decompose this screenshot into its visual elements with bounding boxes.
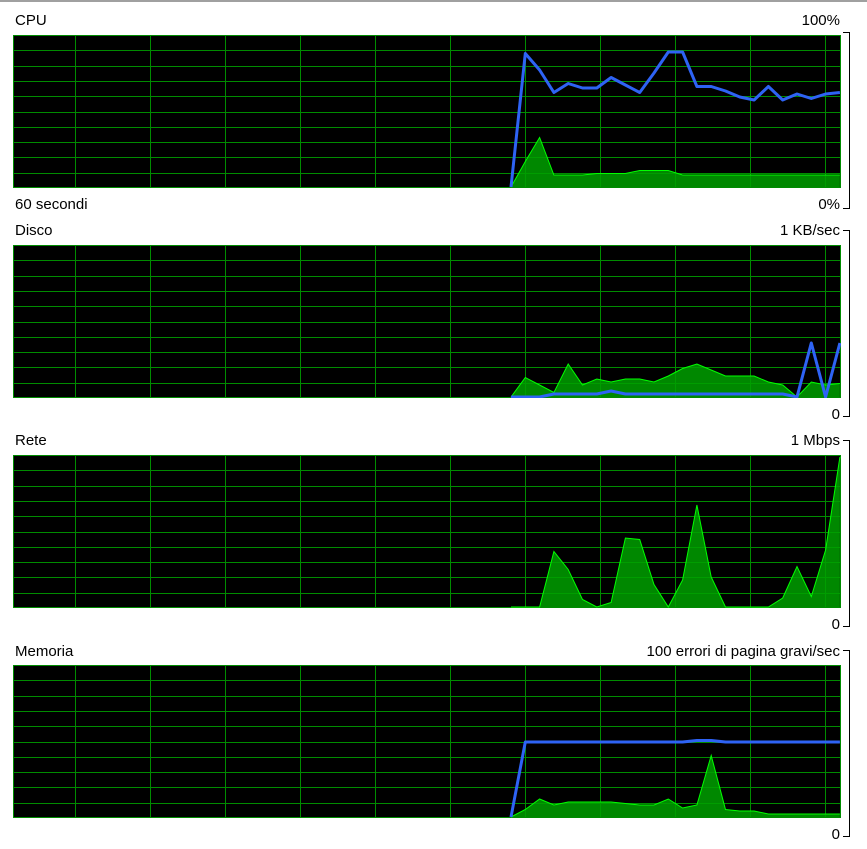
disk-active-time-series (511, 341, 841, 398)
memory-hard-faults-series-edge (510, 753, 840, 818)
disk-frame (13, 245, 841, 398)
cpu-chart-svg (13, 35, 841, 188)
disk-graph[interactable] (13, 245, 841, 398)
disk-chart-svg (13, 245, 841, 398)
network-max-label: 1 Mbps (790, 432, 840, 449)
memory-frame (13, 665, 841, 818)
cpu-graph[interactable] (13, 35, 841, 188)
memory-scale-bracket (843, 650, 850, 837)
memory-used-series (509, 739, 840, 818)
cpu-time-label: 60 secondi (15, 196, 88, 213)
memory-graph[interactable] (13, 665, 841, 818)
cpu-kernel-series-edge (510, 136, 840, 188)
network-title: Rete (15, 432, 47, 449)
disk-max-label: 1 KB/sec (779, 222, 840, 239)
network-scale-bracket (843, 440, 850, 627)
cpu-kernel-series-fill (511, 137, 840, 187)
disk-scale-bracket (843, 230, 850, 417)
cpu-min-label: 0% (818, 196, 840, 213)
cpu-frame (13, 35, 841, 188)
network-graph[interactable] (13, 455, 841, 608)
memory-chart-svg (13, 665, 841, 818)
memory-title: Memoria (15, 643, 74, 660)
disk-activity-series-edge (510, 363, 840, 398)
disk-min-label: 0 (831, 406, 840, 423)
cpu-utilization-series (509, 50, 841, 188)
disk-title: Disco (15, 222, 53, 239)
network-chart-svg (13, 455, 841, 608)
cpu-title: CPU (15, 12, 47, 29)
cpu-max-label: 100% (801, 12, 840, 29)
memory-hard-faults-series-fill (511, 755, 840, 817)
network-utilization-series-edge (511, 456, 841, 608)
network-min-label: 0 (831, 616, 840, 633)
memory-max-label: 100 errori di pagina gravi/sec (646, 643, 840, 660)
memory-min-label: 0 (831, 826, 840, 843)
disk-activity-series-fill (511, 364, 840, 397)
cpu-scale-bracket (843, 32, 850, 209)
window-top-border (0, 0, 867, 2)
network-frame (13, 455, 841, 608)
